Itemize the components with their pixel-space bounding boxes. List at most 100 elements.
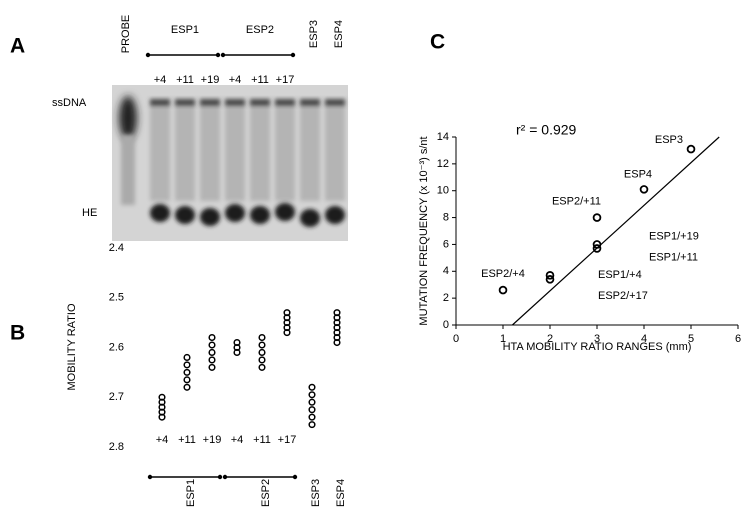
x-tick-label: +19	[203, 434, 222, 446]
dot	[183, 368, 191, 376]
y-tick-label: 2.8	[109, 441, 124, 453]
panel-label: A	[10, 35, 25, 58]
x-tick-label: +4	[231, 434, 244, 446]
x-tick-label: +17	[278, 434, 297, 446]
fit-line	[511, 136, 720, 326]
dot	[308, 421, 316, 429]
point	[545, 271, 555, 280]
dot	[208, 341, 216, 349]
y-tick-label: 2.4	[109, 242, 124, 254]
y-tick-label: 10	[437, 185, 449, 197]
probe-tail	[121, 135, 135, 205]
dot	[258, 348, 266, 357]
lane-header: PROBE	[120, 15, 132, 54]
dot	[208, 363, 216, 371]
dot	[158, 413, 166, 421]
he-band	[325, 206, 345, 224]
lane-label: +4	[154, 74, 167, 86]
dot	[258, 334, 266, 342]
lane-label: +17	[276, 74, 295, 86]
dot	[183, 353, 191, 362]
y-tick-label: 6	[443, 238, 449, 250]
y-tick-label: 8	[443, 211, 449, 223]
dot	[208, 348, 216, 357]
point-label: ESP3	[655, 134, 683, 146]
he-band	[175, 206, 195, 224]
smear	[250, 106, 270, 201]
y-tick-label: 4	[443, 265, 449, 277]
x-tick-label: +11	[253, 434, 271, 446]
x-tick-label: +4	[156, 434, 169, 446]
he-band	[275, 203, 295, 221]
bracket-end	[145, 52, 151, 58]
ss-band	[175, 99, 195, 106]
group-label: ESP2	[246, 24, 274, 36]
x-tick-label: 4	[641, 333, 647, 345]
x-tick-label: 5	[688, 333, 694, 345]
he-band	[150, 204, 170, 222]
probe-smear	[119, 96, 137, 140]
point	[545, 275, 555, 284]
group-label: ESP3	[308, 20, 320, 48]
lane-label: +4	[229, 74, 242, 86]
dot	[258, 363, 266, 371]
dot	[233, 348, 241, 357]
smear	[200, 106, 220, 201]
dot	[308, 398, 316, 406]
y-axis-label: MOBILITY RATIO	[66, 303, 78, 390]
group-label: ESP2	[260, 479, 272, 507]
panel-label: C	[430, 31, 445, 54]
point	[592, 244, 602, 253]
dot	[283, 329, 291, 337]
smear	[225, 106, 245, 201]
dot	[208, 356, 216, 364]
group-label: ESP4	[333, 20, 345, 48]
dot	[308, 383, 316, 391]
point	[498, 285, 508, 295]
dot	[183, 361, 191, 369]
bracket-end	[220, 52, 226, 58]
point	[592, 213, 602, 222]
smear	[175, 106, 195, 201]
lane-label: +11	[251, 74, 269, 86]
ss-band	[200, 99, 220, 106]
point	[639, 185, 649, 194]
x-tick-label: 1	[500, 333, 506, 345]
smear	[275, 106, 295, 201]
y-axis-label: MUTATION FREQUENCY (x 10⁻³) s/nt	[418, 136, 430, 325]
x-tick-label: 3	[594, 333, 600, 345]
band-label: HE	[82, 207, 97, 219]
lane-label: +19	[201, 74, 220, 86]
group-label: ESP1	[171, 24, 199, 36]
bracket-end	[290, 52, 296, 58]
smear	[325, 106, 345, 201]
dot	[258, 356, 266, 364]
y-tick-label: 2.6	[109, 341, 124, 353]
smear	[150, 106, 170, 201]
point-label: ESP2/+4	[481, 268, 525, 280]
ss-band	[325, 99, 345, 106]
dot	[308, 391, 316, 399]
ss-band	[150, 99, 170, 106]
ss-band	[275, 99, 295, 106]
ss-band	[250, 99, 270, 106]
point	[592, 240, 602, 249]
dot	[183, 376, 191, 384]
dot	[308, 406, 316, 414]
y-tick-label: 0	[443, 319, 449, 331]
point-label: ESP2/+17	[598, 290, 648, 302]
bracket-end	[217, 474, 223, 480]
point-label: ESP1/+11	[649, 251, 698, 263]
point	[686, 144, 696, 154]
dot	[258, 341, 266, 349]
bracket-end	[222, 474, 228, 480]
y-tick-label: 2	[443, 292, 449, 304]
bracket-end	[292, 474, 298, 480]
point-label: ESP2/+11	[552, 195, 601, 207]
y-tick-label: 2.5	[109, 292, 124, 304]
he-band	[200, 208, 220, 226]
y-tick-label: 12	[437, 158, 449, 170]
x-tick-label: 0	[453, 333, 459, 345]
he-band	[300, 209, 320, 227]
